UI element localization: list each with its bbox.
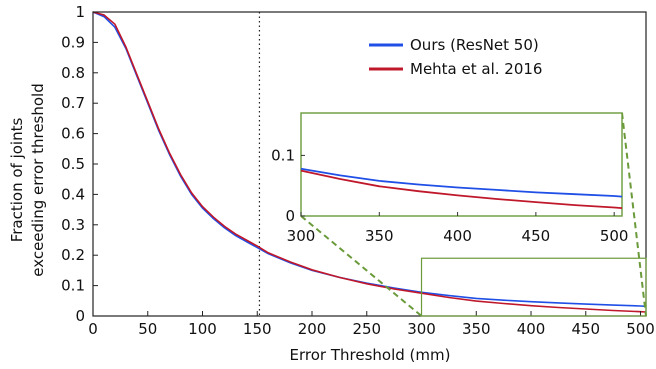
inset-x-tick-label: 300	[287, 227, 316, 245]
y-tick-label: 0.2	[61, 246, 85, 264]
x-tick-label: 150	[243, 320, 272, 338]
x-tick-label: 500	[626, 320, 655, 338]
y-tick-label: 0.4	[61, 185, 85, 203]
x-tick-label: 250	[352, 320, 381, 338]
y-axis-title-line-1: Fraction of joints	[8, 118, 26, 243]
x-tick-label: 100	[188, 320, 217, 338]
legend-label-0: Ours (ResNet 50)	[410, 36, 539, 54]
y-axis-title-line-2: exceeding error threshold	[29, 83, 47, 277]
y-tick-label: 0.8	[61, 64, 85, 82]
y-tick-label: 0.3	[61, 216, 85, 234]
y-axis-title: Fraction of joints exceeding error thres…	[8, 83, 47, 277]
x-tick-label: 350	[462, 320, 491, 338]
zoom-connector-right	[621, 112, 647, 317]
x-tick-label: 400	[517, 320, 546, 338]
x-axis-title: Error Threshold (mm)	[290, 346, 451, 364]
legend: Ours (ResNet 50) Mehta et al. 2016	[369, 36, 542, 78]
zoom-connector-left	[300, 215, 423, 317]
y-tick-label: 0.9	[61, 33, 85, 51]
y-tick-label: 1	[75, 3, 85, 21]
x-tick-label: 50	[138, 320, 157, 338]
y-tick-label: 0.6	[61, 125, 85, 143]
inset-y-tick-label: 0.1	[271, 146, 295, 164]
y-tick-label: 0.5	[61, 155, 85, 173]
inset-x-tick-label: 400	[443, 227, 472, 245]
y-tick-label: 0.7	[61, 94, 85, 112]
inset-series-line-0	[300, 167, 623, 198]
inset-x-tick-label: 350	[365, 227, 394, 245]
x-tick-label: 450	[571, 320, 600, 338]
inset-x-tick-label: 450	[522, 227, 551, 245]
series-line-1	[92, 11, 647, 313]
zoom-source-box	[420, 257, 647, 317]
main-plot-area: 0 50 100 150 200 250 300 350 400 450 500 0 0.1 0.2 0.3…	[61, 3, 655, 338]
y-tick-label: 0.1	[61, 277, 85, 295]
inset-x-tick-label: 500	[600, 227, 629, 245]
legend-label-1: Mehta et al. 2016	[410, 60, 542, 78]
x-tick-label: 300	[407, 320, 436, 338]
x-tick-label: 0	[88, 320, 98, 338]
inset-zoom-plot: 300 350 400 450 500 0 0.1	[271, 112, 629, 245]
inset-y-tick-label: 0	[285, 207, 295, 225]
y-tick-label: 0	[75, 307, 85, 325]
inset-frame	[300, 112, 623, 217]
x-tick-label: 200	[298, 320, 327, 338]
inset-series-line-1	[300, 169, 623, 209]
